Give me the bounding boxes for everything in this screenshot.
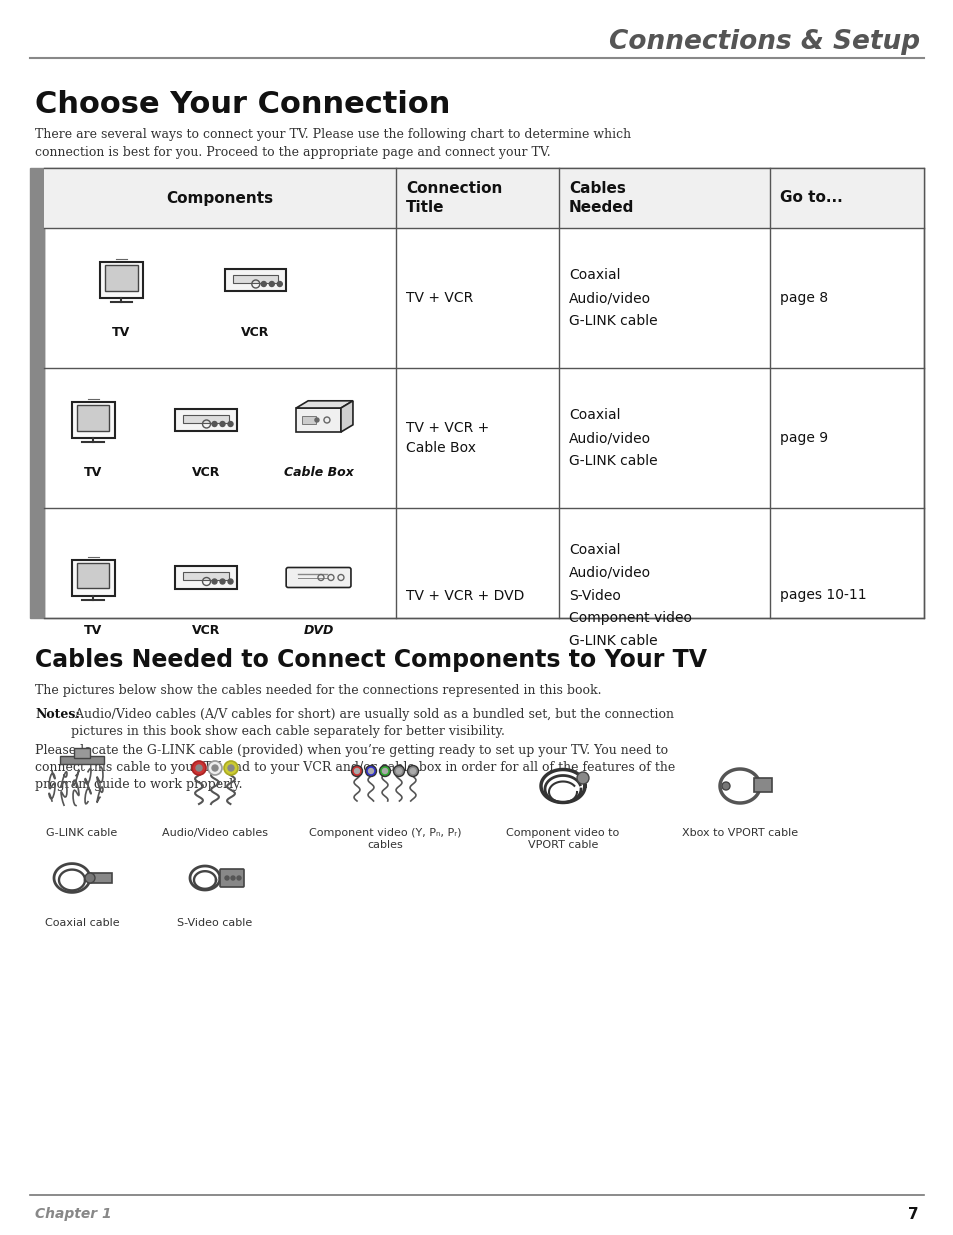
Circle shape bbox=[212, 421, 216, 426]
Text: TV: TV bbox=[84, 466, 102, 479]
Circle shape bbox=[231, 876, 234, 881]
Circle shape bbox=[195, 764, 202, 771]
Bar bbox=[233, 275, 277, 283]
Circle shape bbox=[228, 764, 233, 771]
Bar bbox=[753, 778, 771, 792]
Text: DVD: DVD bbox=[303, 624, 334, 636]
Text: Component video to
VPORT cable: Component video to VPORT cable bbox=[506, 827, 619, 851]
Circle shape bbox=[208, 761, 222, 776]
Text: TV + VCR +
Cable Box: TV + VCR + Cable Box bbox=[406, 421, 489, 454]
Circle shape bbox=[407, 766, 418, 777]
Bar bbox=[183, 573, 229, 580]
Text: Component video (Y, Pₙ, Pᵣ)
cables: Component video (Y, Pₙ, Pᵣ) cables bbox=[309, 827, 460, 851]
Text: TV + VCR: TV + VCR bbox=[406, 291, 473, 305]
Circle shape bbox=[396, 768, 401, 773]
Bar bbox=[295, 408, 340, 432]
Circle shape bbox=[224, 761, 237, 776]
Text: G-LINK cable: G-LINK cable bbox=[47, 827, 117, 839]
Circle shape bbox=[228, 579, 233, 584]
Text: TV: TV bbox=[84, 624, 102, 636]
Circle shape bbox=[351, 766, 362, 777]
Text: 7: 7 bbox=[907, 1207, 918, 1221]
Text: VCR: VCR bbox=[192, 466, 220, 479]
Circle shape bbox=[365, 766, 376, 777]
Circle shape bbox=[410, 768, 416, 773]
Circle shape bbox=[379, 766, 390, 777]
Circle shape bbox=[393, 766, 404, 777]
Text: Coaxial
Audio/video
S-Video
Component video
G-LINK cable: Coaxial Audio/video S-Video Component vi… bbox=[568, 543, 691, 648]
Text: S-Video cable: S-Video cable bbox=[177, 918, 253, 927]
Text: Coaxial cable: Coaxial cable bbox=[45, 918, 119, 927]
Circle shape bbox=[236, 876, 241, 881]
Text: Please locate the G-LINK cable (provided) when you’re getting ready to set up yo: Please locate the G-LINK cable (provided… bbox=[35, 743, 675, 790]
Circle shape bbox=[192, 761, 206, 776]
Text: pages 10-11: pages 10-11 bbox=[780, 589, 865, 603]
Bar bbox=[77, 563, 110, 588]
Text: Xbox to VPORT cable: Xbox to VPORT cable bbox=[681, 827, 798, 839]
Bar bbox=[105, 266, 137, 290]
Circle shape bbox=[355, 768, 359, 773]
Bar bbox=[44, 168, 923, 618]
Circle shape bbox=[225, 876, 229, 881]
Text: Audio/Video cables: Audio/Video cables bbox=[162, 827, 268, 839]
Circle shape bbox=[228, 421, 233, 426]
Text: Go to...: Go to... bbox=[780, 190, 841, 205]
Polygon shape bbox=[100, 262, 143, 298]
Polygon shape bbox=[340, 401, 353, 432]
Circle shape bbox=[220, 579, 225, 584]
Bar bbox=[30, 168, 44, 618]
Bar bbox=[60, 756, 104, 764]
Bar bbox=[302, 416, 315, 425]
Bar bbox=[183, 415, 229, 422]
Polygon shape bbox=[71, 559, 114, 595]
Bar bbox=[175, 567, 236, 589]
Bar bbox=[175, 409, 236, 431]
Circle shape bbox=[85, 873, 95, 883]
Circle shape bbox=[212, 579, 216, 584]
Circle shape bbox=[220, 421, 225, 426]
Circle shape bbox=[721, 782, 729, 790]
Circle shape bbox=[212, 764, 218, 771]
Text: Connections & Setup: Connections & Setup bbox=[608, 28, 919, 56]
Circle shape bbox=[382, 768, 387, 773]
Text: Notes:: Notes: bbox=[35, 708, 80, 721]
Text: Chapter 1: Chapter 1 bbox=[35, 1207, 112, 1221]
Text: TV: TV bbox=[112, 326, 131, 338]
Text: Components: Components bbox=[166, 190, 274, 205]
Text: TV + VCR + DVD: TV + VCR + DVD bbox=[406, 589, 524, 603]
Text: Audio/Video cables (A/V cables for short) are usually sold as a bundled set, but: Audio/Video cables (A/V cables for short… bbox=[71, 708, 673, 739]
Text: Coaxial
Audio/video
G-LINK cable: Coaxial Audio/video G-LINK cable bbox=[568, 409, 657, 468]
Text: page 8: page 8 bbox=[780, 291, 827, 305]
Circle shape bbox=[314, 417, 318, 422]
Circle shape bbox=[277, 282, 282, 287]
Bar bbox=[77, 405, 110, 431]
Bar bbox=[74, 748, 90, 758]
Polygon shape bbox=[71, 403, 114, 438]
Bar bbox=[44, 168, 923, 228]
Circle shape bbox=[269, 282, 274, 287]
Circle shape bbox=[261, 282, 266, 287]
Polygon shape bbox=[295, 401, 353, 408]
Text: There are several ways to connect your TV. Please use the following chart to det: There are several ways to connect your T… bbox=[35, 128, 631, 159]
Text: Connection
Title: Connection Title bbox=[406, 182, 502, 215]
FancyBboxPatch shape bbox=[220, 869, 244, 887]
Text: VCR: VCR bbox=[192, 624, 220, 636]
FancyBboxPatch shape bbox=[286, 568, 351, 588]
Text: The pictures below show the cables needed for the connections represented in thi: The pictures below show the cables neede… bbox=[35, 684, 601, 697]
Text: Coaxial
Audio/video
G-LINK cable: Coaxial Audio/video G-LINK cable bbox=[568, 268, 657, 327]
Bar bbox=[90, 873, 112, 883]
Circle shape bbox=[368, 768, 374, 773]
Text: VCR: VCR bbox=[241, 326, 269, 338]
Text: page 9: page 9 bbox=[780, 431, 827, 445]
Text: Cables Needed to Connect Components to Your TV: Cables Needed to Connect Components to Y… bbox=[35, 648, 706, 672]
Text: Cable Box: Cable Box bbox=[283, 466, 354, 479]
Text: Cables
Needed: Cables Needed bbox=[568, 182, 634, 215]
Circle shape bbox=[577, 772, 588, 784]
Bar bbox=[224, 269, 286, 291]
Text: Choose Your Connection: Choose Your Connection bbox=[35, 90, 450, 119]
